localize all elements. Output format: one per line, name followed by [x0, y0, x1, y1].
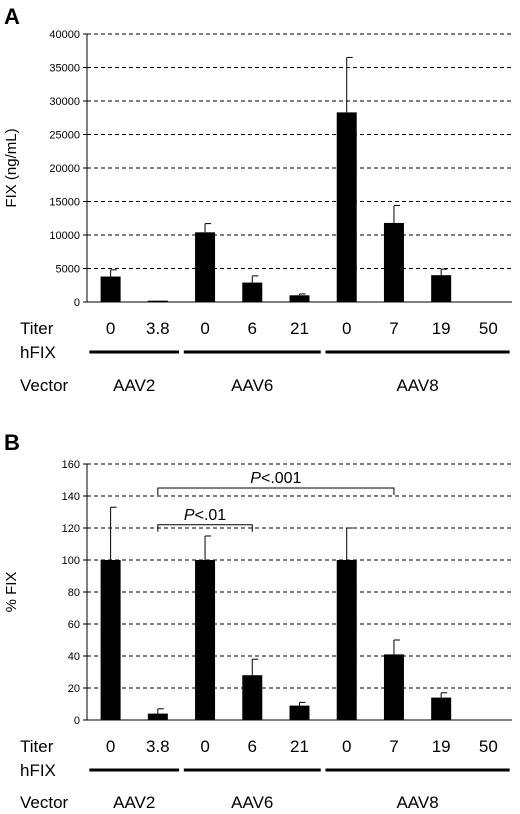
y-tick-label: 25000	[49, 130, 80, 142]
bar	[147, 713, 168, 720]
bar	[336, 560, 357, 720]
panel-label: B	[4, 430, 20, 455]
significance-bracket	[157, 487, 395, 495]
y-tick-label: 15000	[49, 197, 80, 209]
y-tick-label: 140	[62, 491, 80, 503]
group-label: AAV6	[231, 793, 273, 812]
y-axis-label: FIX (ng/mL)	[3, 128, 20, 207]
x-tick-label: 0	[106, 737, 115, 756]
x-tick-label: 7	[389, 319, 398, 338]
x-tick-label: 3.8	[146, 737, 170, 756]
bar	[383, 222, 404, 302]
group-label: AAV2	[113, 793, 155, 812]
x-tick-label: 6	[248, 737, 257, 756]
hfix-row-label: hFIX	[20, 761, 56, 780]
x-tick-label: 50	[479, 319, 498, 338]
y-tick-label: 20	[68, 683, 80, 695]
y-tick-label: 80	[68, 587, 80, 599]
x-tick-label: 0	[342, 737, 351, 756]
bar	[100, 560, 121, 720]
bar	[289, 295, 310, 302]
x-tick-label: 0	[200, 319, 209, 338]
group-label: AAV8	[396, 376, 438, 395]
x-tick-label: 0	[106, 319, 115, 338]
significance-label: P<.01	[184, 507, 226, 524]
hfix-row-label: hFIX	[20, 343, 56, 362]
bar	[242, 675, 263, 720]
bar	[431, 275, 452, 302]
bar	[242, 282, 263, 302]
vector-row-label: Vector	[20, 376, 69, 395]
y-tick-label: 20000	[49, 163, 80, 175]
x-tick-label: 21	[290, 737, 309, 756]
y-tick-label: 60	[68, 619, 80, 631]
y-tick-label: 40	[68, 651, 80, 663]
x-tick-label: 3.8	[146, 319, 170, 338]
x-tick-label: 6	[248, 319, 257, 338]
significance-bracket	[157, 524, 253, 532]
chart-panel-b: B 0 20 40 60 80 100 120 140 160 % FIX Titer 0 3.8 0 6 21…	[3, 430, 512, 812]
bar	[383, 654, 404, 720]
x-tick-label: 21	[290, 319, 309, 338]
bar	[100, 276, 121, 302]
y-tick-label: 120	[62, 523, 80, 535]
titer-row-label: Titer	[20, 319, 54, 338]
bar	[289, 705, 310, 720]
x-tick-label: 7	[389, 737, 398, 756]
bar	[195, 560, 216, 720]
significance-label: P<.001	[250, 470, 301, 487]
bar	[147, 300, 168, 302]
bar	[195, 232, 216, 302]
titer-row-label: Titer	[20, 737, 54, 756]
y-tick-label: 30000	[49, 96, 80, 108]
bar	[431, 697, 452, 720]
group-label: AAV2	[113, 376, 155, 395]
group-label: AAV8	[396, 793, 438, 812]
chart-panel-a: A050001000015000200002500030000350004000…	[3, 4, 512, 395]
panel-label: A	[4, 4, 20, 29]
x-tick-label: 0	[342, 319, 351, 338]
y-tick-label: 40000	[49, 29, 80, 41]
y-tick-label: 5000	[56, 264, 80, 276]
y-tick-label: 100	[62, 555, 80, 567]
vector-row-label: Vector	[20, 793, 69, 812]
x-tick-label: 19	[432, 737, 451, 756]
x-tick-label: 50	[479, 737, 498, 756]
y-tick-label: 160	[62, 459, 80, 471]
y-tick-label: 0	[74, 715, 80, 727]
y-tick-label: 10000	[49, 230, 80, 242]
y-axis-label: % FIX	[3, 572, 20, 613]
group-label: AAV6	[231, 376, 273, 395]
y-tick-label: 0	[74, 297, 80, 309]
x-tick-label: 0	[200, 737, 209, 756]
bar	[336, 112, 357, 302]
y-tick-label: 35000	[49, 63, 80, 75]
x-tick-label: 19	[432, 319, 451, 338]
